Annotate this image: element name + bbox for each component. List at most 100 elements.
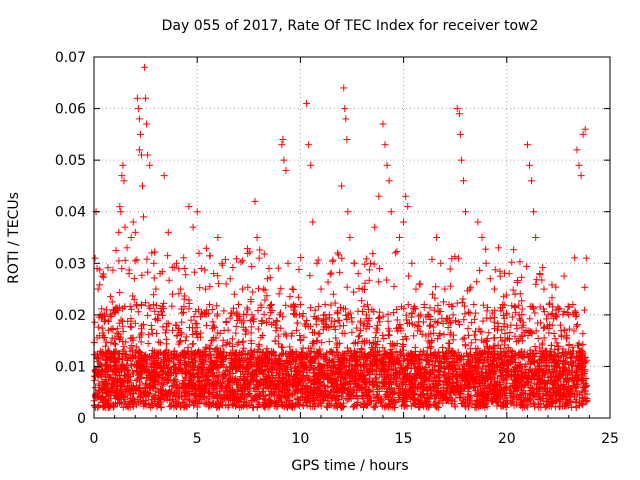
data-point bbox=[282, 166, 290, 174]
data-point-background bbox=[385, 332, 393, 340]
data-point-background bbox=[166, 403, 174, 411]
data-point bbox=[412, 285, 420, 293]
data-point-background bbox=[350, 288, 358, 296]
data-point-background bbox=[148, 325, 156, 333]
data-point-background bbox=[226, 314, 234, 322]
data-point bbox=[343, 136, 351, 144]
data-point-background bbox=[249, 288, 257, 296]
data-point-background bbox=[464, 325, 472, 333]
data-point bbox=[136, 130, 144, 138]
data-point bbox=[329, 290, 337, 298]
data-point-background bbox=[327, 269, 335, 277]
data-point-background bbox=[361, 260, 369, 268]
data-point-background bbox=[279, 313, 287, 321]
data-point bbox=[185, 203, 193, 211]
data-point bbox=[189, 223, 197, 231]
data-point-background bbox=[195, 249, 203, 257]
data-point-background bbox=[98, 324, 106, 332]
data-point bbox=[296, 301, 304, 309]
data-point-background bbox=[513, 279, 521, 287]
data-point-background bbox=[357, 345, 365, 353]
data-point-background bbox=[115, 257, 123, 265]
data-point bbox=[408, 259, 416, 267]
data-point-background bbox=[518, 273, 526, 281]
data-point-background bbox=[125, 266, 133, 274]
data-point-background bbox=[349, 402, 357, 410]
data-point-background bbox=[222, 319, 230, 327]
data-point-background bbox=[491, 266, 499, 274]
data-point-background bbox=[130, 296, 138, 304]
data-point bbox=[387, 208, 395, 216]
data-point-background bbox=[309, 338, 317, 346]
data-point-background bbox=[536, 271, 544, 279]
data-point bbox=[141, 63, 149, 71]
data-point-background bbox=[129, 292, 137, 300]
data-point-background bbox=[347, 314, 355, 322]
data-point-background bbox=[540, 334, 548, 342]
data-point bbox=[482, 259, 490, 267]
data-point-background bbox=[256, 246, 264, 254]
data-point-background bbox=[315, 302, 323, 310]
data-point-background bbox=[369, 250, 377, 258]
data-point-background bbox=[411, 343, 419, 351]
data-point bbox=[91, 254, 99, 262]
data-point bbox=[144, 151, 152, 159]
data-point bbox=[116, 203, 124, 211]
data-point-background bbox=[265, 265, 273, 273]
data-point-background bbox=[473, 278, 481, 286]
data-point bbox=[371, 223, 379, 231]
data-point bbox=[117, 208, 125, 216]
data-point-background bbox=[137, 301, 145, 309]
data-point-background bbox=[446, 265, 454, 273]
data-point-background bbox=[335, 251, 343, 259]
data-point bbox=[404, 203, 412, 211]
data-point-background bbox=[206, 344, 214, 352]
data-point-background bbox=[426, 322, 434, 330]
data-point-background bbox=[531, 309, 539, 317]
data-point bbox=[474, 218, 482, 226]
data-point-background bbox=[470, 331, 478, 339]
data-point-background bbox=[485, 329, 493, 337]
data-point-background bbox=[94, 323, 102, 331]
data-point-background bbox=[138, 271, 146, 279]
data-point bbox=[338, 182, 346, 190]
data-point-background bbox=[295, 311, 303, 319]
data-point-background bbox=[389, 309, 397, 317]
data-point-background bbox=[144, 340, 152, 348]
data-point-background bbox=[254, 307, 262, 315]
data-point-background bbox=[338, 254, 346, 262]
data-point-background bbox=[479, 317, 487, 325]
data-point-background bbox=[472, 336, 480, 344]
data-point-background bbox=[314, 256, 322, 264]
data-point-background bbox=[355, 333, 363, 341]
data-point bbox=[201, 285, 209, 293]
data-point bbox=[131, 228, 139, 236]
data-point bbox=[573, 146, 581, 154]
data-point bbox=[321, 301, 329, 309]
data-point-background bbox=[532, 280, 540, 288]
data-point bbox=[120, 177, 128, 185]
data-point-background bbox=[241, 330, 249, 338]
data-point-background bbox=[348, 328, 356, 336]
data-point-background bbox=[215, 280, 223, 288]
data-point-background bbox=[147, 322, 155, 330]
data-point-background bbox=[393, 305, 401, 313]
data-point bbox=[206, 301, 214, 309]
data-point bbox=[123, 244, 131, 252]
data-point-background bbox=[523, 262, 531, 270]
data-point bbox=[129, 218, 137, 226]
data-point-background bbox=[130, 275, 138, 283]
data-point-background bbox=[206, 252, 214, 260]
data-point-background bbox=[235, 339, 243, 347]
data-point-background bbox=[573, 322, 581, 330]
data-point-background bbox=[238, 257, 246, 265]
data-point bbox=[279, 136, 287, 144]
data-point bbox=[354, 270, 362, 278]
data-point bbox=[342, 115, 350, 123]
data-point-background bbox=[153, 330, 161, 338]
data-point-background bbox=[370, 260, 378, 268]
data-point bbox=[478, 234, 486, 241]
data-point-background bbox=[362, 255, 370, 263]
data-point bbox=[234, 301, 242, 309]
